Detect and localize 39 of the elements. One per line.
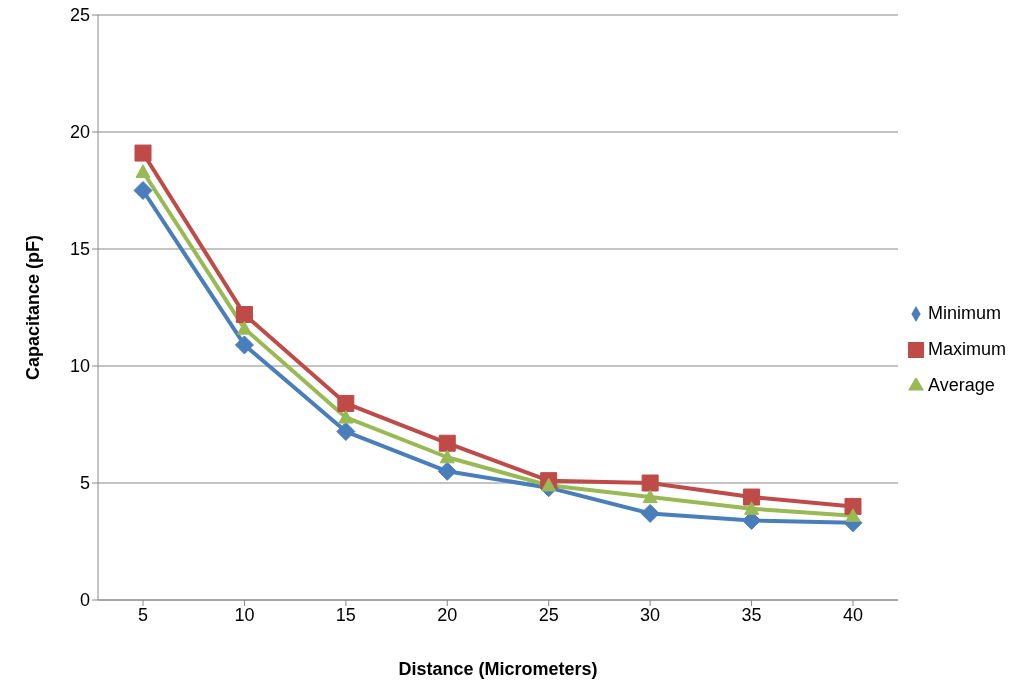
point [337,394,355,412]
point [135,164,151,178]
point [134,144,152,162]
y-tick-label: 0 [79,590,90,611]
y-tick-label: 5 [79,473,90,494]
point [642,489,658,504]
point [234,335,254,355]
point [438,434,456,452]
y-tick-label: 15 [69,239,90,260]
point [336,422,356,442]
y-tick-label: 10 [69,356,90,377]
point [641,474,659,492]
point [236,321,252,335]
y-tick-label: 20 [69,122,90,143]
point [743,488,761,506]
x-tick-label: 15 [335,604,356,625]
x-tick-label: 30 [640,604,661,625]
x-tick-label: 10 [234,604,255,625]
x-tick-label: 25 [538,604,559,625]
point [640,503,660,523]
legend-label: Average [927,375,995,395]
legend-label: Minimum [927,303,1001,323]
x-axis-title: Distance (Micrometers) [398,659,598,679]
y-axis-title: Capacitance (pF) [23,234,44,381]
point [844,497,862,515]
x-tick-label: 5 [137,604,149,625]
point [439,449,455,464]
x-tick-label: 35 [741,604,762,625]
point [845,508,861,522]
point [235,306,253,324]
x-tick-label: 40 [842,604,863,625]
legend-label: Maximum [927,339,1006,359]
point [338,409,354,424]
y-tick-label: 25 [69,5,90,26]
point [133,181,153,200]
point [541,477,557,492]
point [437,461,457,481]
x-tick-label: 20 [437,604,458,625]
point [744,501,760,515]
